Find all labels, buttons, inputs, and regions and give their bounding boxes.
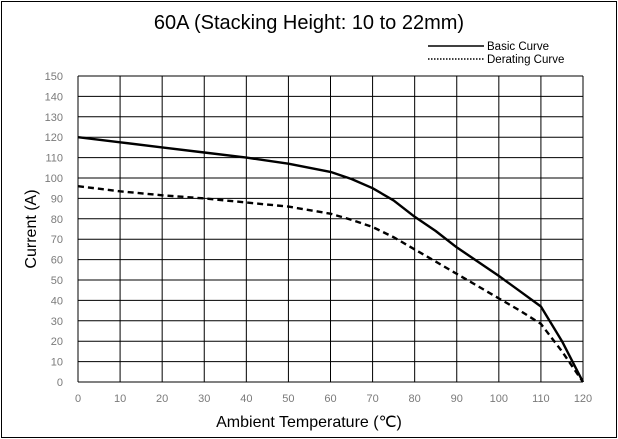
x-tick-label-10: 10 — [114, 393, 126, 405]
x-tick-label-30: 30 — [198, 393, 210, 405]
y-tick-label-50: 50 — [51, 275, 63, 287]
y-tick-label-80: 80 — [51, 214, 63, 226]
series-layer — [77, 136, 585, 383]
y-axis-label: Current (A) — [23, 189, 40, 268]
x-tick-label-50: 50 — [282, 393, 294, 405]
legend: Basic Curve Derating Curve — [428, 41, 564, 66]
y-tick-label-20: 20 — [51, 336, 63, 348]
x-tick-label-80: 80 — [409, 393, 421, 405]
y-tick-label-130: 130 — [45, 112, 63, 124]
y-tick-label-140: 140 — [45, 91, 63, 103]
x-tick-label-70: 70 — [366, 393, 378, 405]
y-tick-label-30: 30 — [51, 316, 63, 328]
x-tick-label-120: 120 — [574, 393, 592, 405]
legend-label-derating-curve: Derating Curve — [487, 54, 564, 66]
y-tick-label-90: 90 — [51, 193, 63, 205]
chart-title: 60A (Stacking Height: 10 to 22mm) — [154, 12, 464, 34]
y-tick-label-100: 100 — [45, 173, 63, 185]
y-tick-label-40: 40 — [51, 295, 63, 307]
x-tick-label-90: 90 — [451, 393, 463, 405]
y-tick-label-60: 60 — [51, 255, 63, 267]
x-axis-ticks: 0 10 20 30 40 50 60 70 80 90 100 110 120 — [75, 393, 592, 405]
y-tick-label-150: 150 — [45, 71, 63, 83]
y-tick-label-70: 70 — [51, 234, 63, 246]
legend-label-basic-curve: Basic Curve — [487, 41, 549, 53]
x-tick-label-100: 100 — [490, 393, 508, 405]
y-tick-label-10: 10 — [51, 357, 63, 369]
x-tick-label-20: 20 — [156, 393, 168, 405]
y-axis-ticks: 0 10 20 30 40 50 60 70 80 90 100 110 120 130 140 150 — [45, 71, 63, 389]
y-tick-label-120: 120 — [45, 132, 63, 144]
y-tick-label-0: 0 — [57, 377, 63, 389]
series-line-basic-curve — [77, 136, 585, 383]
y-tick-label-110: 110 — [45, 153, 63, 165]
series-line-derating-curve — [77, 185, 584, 383]
x-tick-label-0: 0 — [75, 393, 81, 405]
x-tick-label-60: 60 — [324, 393, 336, 405]
x-axis-label: Ambient Temperature (℃) — [216, 414, 402, 431]
x-tick-label-40: 40 — [240, 393, 252, 405]
plot-grid — [77, 75, 584, 383]
x-tick-label-110: 110 — [532, 393, 550, 405]
